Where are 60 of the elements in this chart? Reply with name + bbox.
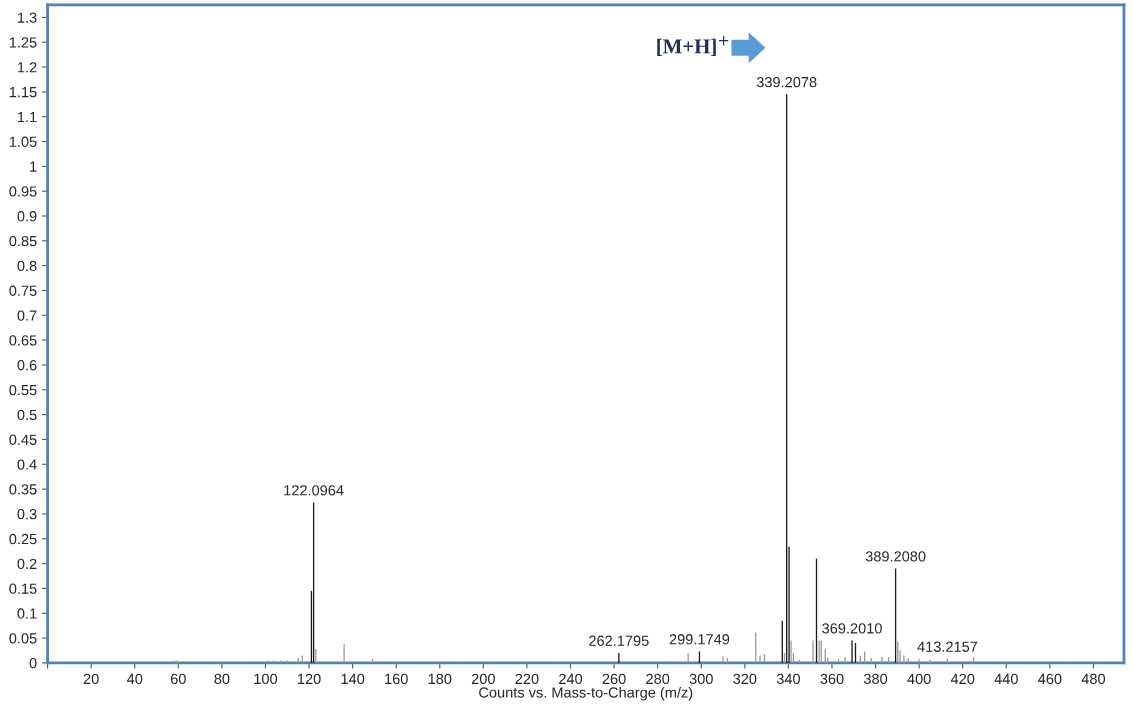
y-tick-label: 0.3	[17, 509, 37, 520]
x-tick-label: 320	[733, 673, 757, 685]
y-tick-label: 0.45	[9, 434, 37, 445]
y-tick-label: 0.35	[9, 484, 37, 495]
x-tick-label: 440	[994, 673, 1018, 685]
y-tick-label: 0.8	[17, 260, 37, 272]
x-tick-label: 420	[950, 673, 975, 685]
annotation: 339.2078	[756, 76, 817, 88]
x-tick-label: 480	[1081, 673, 1106, 685]
y-tick-label: 0	[29, 658, 37, 669]
y-tick-label: 0.5	[17, 409, 37, 421]
x-tick-label: 180	[428, 673, 452, 685]
y-tick-label: 1.25	[9, 37, 37, 48]
y-tick-label: 0.85	[9, 235, 37, 247]
y-tick-label: 0.15	[9, 583, 37, 594]
y-tick-label: 1.2	[18, 62, 37, 73]
y-tick-label: 1	[30, 161, 37, 172]
x-axis-title: Counts vs. Mass-to-Charge (m/z)	[479, 686, 693, 701]
x-tick-label: 400	[907, 673, 931, 685]
annotation: 122.0964	[284, 485, 344, 496]
x-tick-label: 300	[689, 673, 713, 685]
y-tick-label: 0.7	[17, 310, 37, 321]
x-tick-label: 60	[170, 673, 186, 685]
y-tick-label: 0.4	[17, 459, 37, 470]
x-tick-label: 40	[126, 673, 143, 685]
x-tick-label: 280	[646, 673, 670, 685]
x-tick-label: 240	[559, 673, 583, 685]
y-tick-label: 1.3	[18, 12, 37, 23]
annotation: 369.2010	[822, 623, 882, 634]
annotation: 389.2080	[865, 551, 926, 562]
annotation: 299.1749	[669, 634, 730, 645]
annotation: [M+H]$^{+}$	[657, 36, 729, 57]
x-tick-label: 120	[297, 673, 321, 685]
y-tick-label: 0.55	[9, 384, 37, 396]
y-tick-label: 0.65	[9, 335, 37, 346]
x-tick-label: 380	[863, 673, 888, 685]
x-tick-label: 200	[471, 673, 495, 685]
x-tick-label: 220	[515, 673, 539, 685]
y-tick-label: 0.75	[9, 285, 37, 296]
x-tick-label: 360	[820, 673, 844, 685]
annotation: 262.1795	[589, 635, 649, 646]
x-tick-label: 160	[385, 673, 408, 685]
y-tick-label: 1.15	[9, 87, 37, 98]
x-tick-label: 20	[83, 673, 99, 685]
x-tick-label: 100	[254, 673, 278, 685]
x-tick-label: 260	[602, 673, 626, 685]
y-tick-label: 1.1	[18, 111, 37, 122]
y-tick-label: 0.25	[9, 533, 37, 545]
x-tick-label: 460	[1038, 673, 1062, 685]
y-tick-label: 0.1	[17, 608, 37, 619]
x-tick-label: 340	[776, 673, 800, 685]
x-tick-label: 80	[214, 673, 230, 685]
x-tick-label: 140	[341, 673, 365, 685]
y-tick-label: 0.9	[17, 211, 37, 222]
y-tick-label: 0.2	[17, 558, 37, 570]
annotation: 413.2157	[917, 641, 978, 652]
y-tick-label: 0.05	[9, 633, 37, 644]
y-tick-label: 1.05	[9, 136, 37, 147]
y-tick-label: 0.95	[9, 186, 37, 197]
y-tick-label: 0.6	[17, 360, 37, 371]
